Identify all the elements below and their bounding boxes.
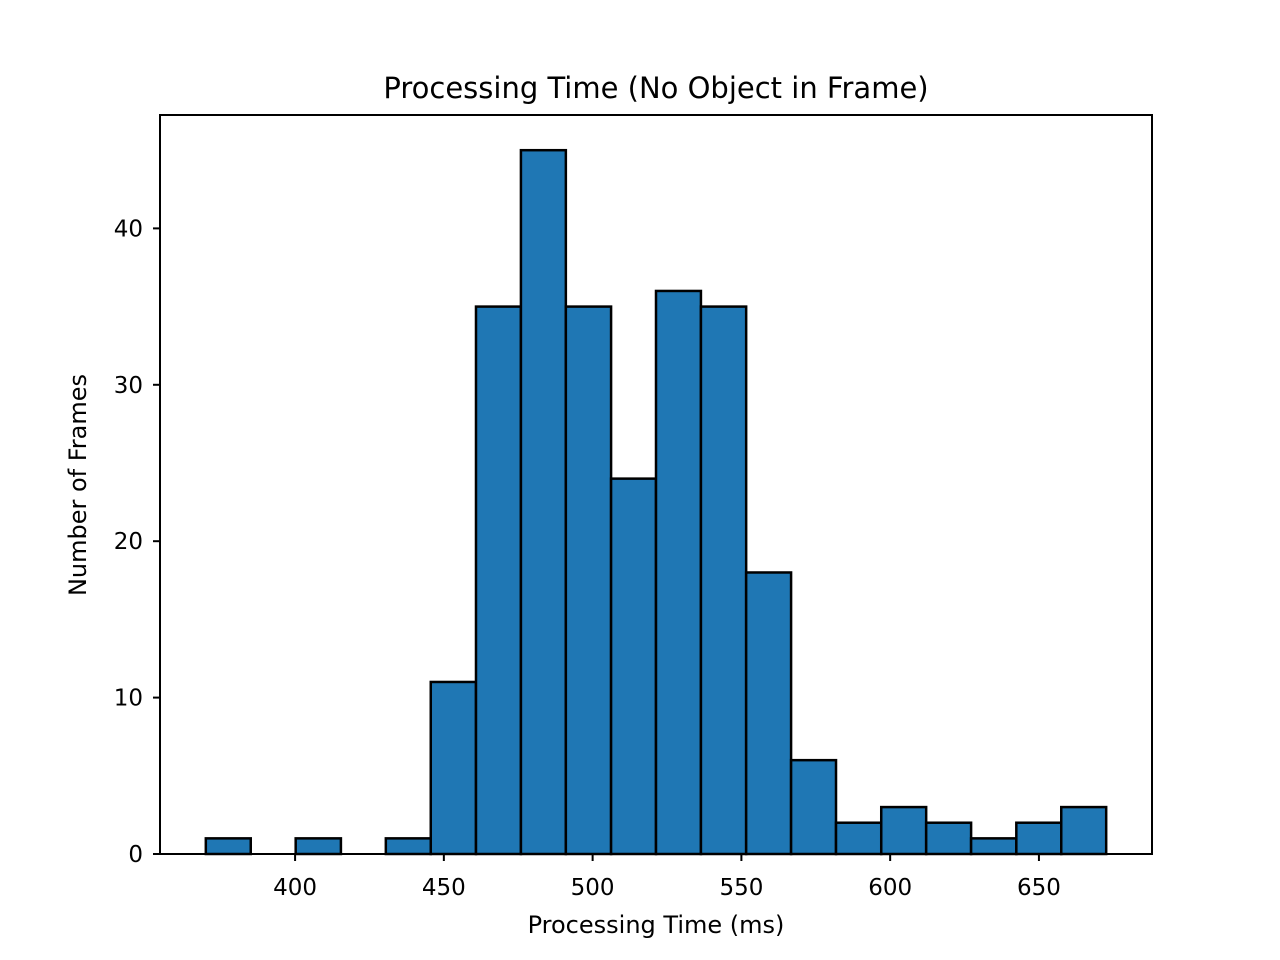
histogram-bar-11	[699, 305, 748, 856]
histogram-bar-6	[474, 305, 523, 856]
x-tick-label: 450	[422, 875, 466, 901]
histogram-bar-12	[744, 571, 793, 856]
chart-title: Processing Time (No Object in Frame)	[383, 71, 928, 105]
x-axis-label: Processing Time (ms)	[528, 911, 785, 939]
x-tick-label: 400	[273, 875, 317, 901]
histogram-bar-17	[969, 837, 1018, 856]
histogram-bar-10	[654, 289, 703, 856]
histogram-bar-5	[429, 680, 478, 856]
x-axis: 400 450 500 550 600 650	[273, 854, 1061, 901]
histogram-bar-19	[1060, 805, 1108, 856]
y-tick-label: 0	[128, 842, 143, 868]
histogram-bar-7	[519, 148, 568, 856]
histogram-bar-9	[609, 477, 658, 856]
y-tick-label: 20	[114, 529, 143, 555]
histogram-bar-4	[384, 837, 433, 856]
histogram-bar-15	[879, 805, 928, 856]
plot-frame	[159, 114, 1153, 855]
y-axis: 0 10 20 30 40	[114, 216, 160, 868]
x-tick-label: 500	[571, 875, 615, 901]
y-tick-label: 30	[114, 373, 143, 399]
x-tick-label: 550	[719, 875, 763, 901]
histogram-bar-14	[834, 821, 883, 856]
x-tick-label: 600	[868, 875, 912, 901]
histogram-bar-18	[1015, 821, 1063, 856]
y-tick-label: 10	[114, 686, 143, 712]
histogram-bar-2	[294, 837, 343, 856]
histogram-bar-8	[564, 305, 613, 856]
histogram-bar-16	[924, 821, 973, 856]
histogram-bar-0	[204, 837, 253, 856]
y-axis-label: Number of Frames	[64, 374, 92, 596]
y-tick-label: 40	[114, 216, 143, 242]
bars-group	[204, 148, 1108, 856]
histogram-bar-13	[789, 758, 838, 856]
x-tick-label: 650	[1017, 875, 1061, 901]
